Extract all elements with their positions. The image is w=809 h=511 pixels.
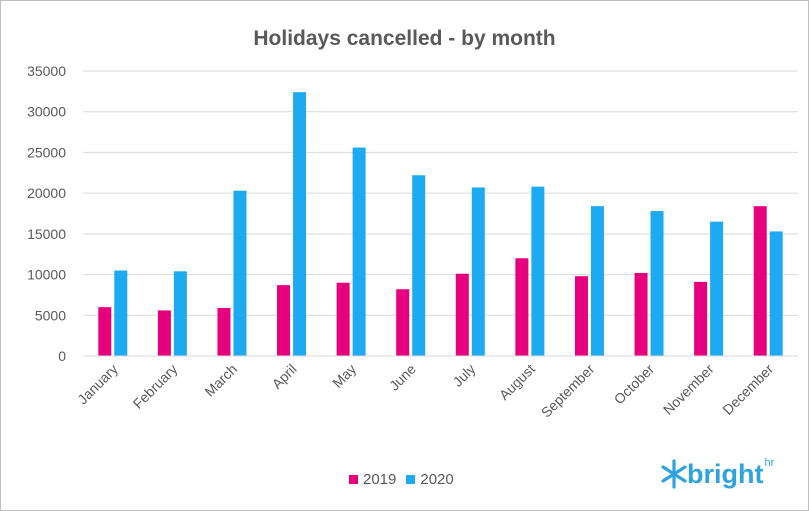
legend-swatch-2019 (349, 474, 358, 484)
legend-label-2020: 2020 (420, 470, 454, 488)
bar-2019-january (98, 307, 112, 356)
logo-wordmark: bright (687, 459, 764, 489)
y-tick-label: 5000 (35, 307, 66, 323)
logo-star-icon (661, 459, 687, 489)
x-tick-label: September (538, 361, 598, 421)
x-tick-label: May (329, 361, 359, 391)
bar-2019-april (277, 285, 291, 356)
y-tick-label: 35000 (27, 63, 66, 79)
bar-2019-november (694, 281, 708, 356)
y-tick-label: 20000 (27, 185, 66, 201)
x-tick-label: August (496, 361, 538, 403)
legend-label-2019: 2019 (363, 470, 397, 488)
bar-2020-august (531, 186, 545, 356)
x-tick-label: June (386, 361, 419, 394)
x-axis-ticks: January February March April May June July Augu… (74, 361, 776, 421)
x-tick-label: November (660, 361, 717, 418)
x-tick-label: March (201, 361, 240, 400)
bar-2020-june (412, 175, 426, 356)
bar-2019-december (753, 206, 767, 356)
bar-2019-june (396, 289, 410, 356)
y-tick-label: 15000 (27, 226, 66, 242)
bar-2019-july (455, 273, 469, 356)
legend-item-2019: 2019 (349, 471, 396, 488)
x-tick-label: October (611, 361, 658, 408)
bar-2020-april (293, 92, 307, 357)
gridlines (83, 70, 798, 316)
y-tick-label: 10000 (27, 267, 66, 283)
bar-2020-october (650, 211, 664, 356)
bar-2020-march (233, 190, 247, 356)
x-tick-label: July (449, 361, 478, 390)
legend: 2019 2020 (349, 469, 464, 489)
x-tick-label: February (130, 361, 181, 412)
logo-superscript: hr (764, 457, 775, 469)
bar-2019-march (217, 307, 231, 356)
legend-swatch-2020 (406, 474, 416, 484)
x-tick-label: April (269, 361, 300, 392)
bar-2020-july (471, 187, 485, 356)
bar-2019-august (515, 258, 529, 356)
bar-2019-february (157, 310, 171, 356)
x-tick-label: December (719, 361, 776, 418)
y-tick-label: 0 (58, 348, 66, 364)
bar-2020-february (173, 271, 187, 356)
x-tick-label: January (74, 361, 121, 408)
legend-item-2020: 2020 (406, 470, 454, 488)
brighthr-logo: bright hr (659, 457, 774, 497)
bar-2020-september (590, 206, 604, 356)
bar-2020-may (352, 147, 366, 356)
bar-2020-november (710, 221, 724, 356)
y-tick-label: 25000 (27, 144, 66, 160)
bar-2019-september (574, 276, 588, 356)
bar-2019-may (336, 282, 350, 356)
bar-2020-january (114, 270, 128, 356)
bar-2020-december (769, 231, 783, 356)
y-axis-ticks: 0 5000 10000 15000 20000 25000 30000 35000 (27, 63, 66, 364)
bars (98, 92, 783, 357)
chart-title: Holidays cancelled - by month (253, 27, 556, 50)
bar-2019-october (634, 272, 648, 356)
y-tick-label: 30000 (27, 104, 66, 120)
